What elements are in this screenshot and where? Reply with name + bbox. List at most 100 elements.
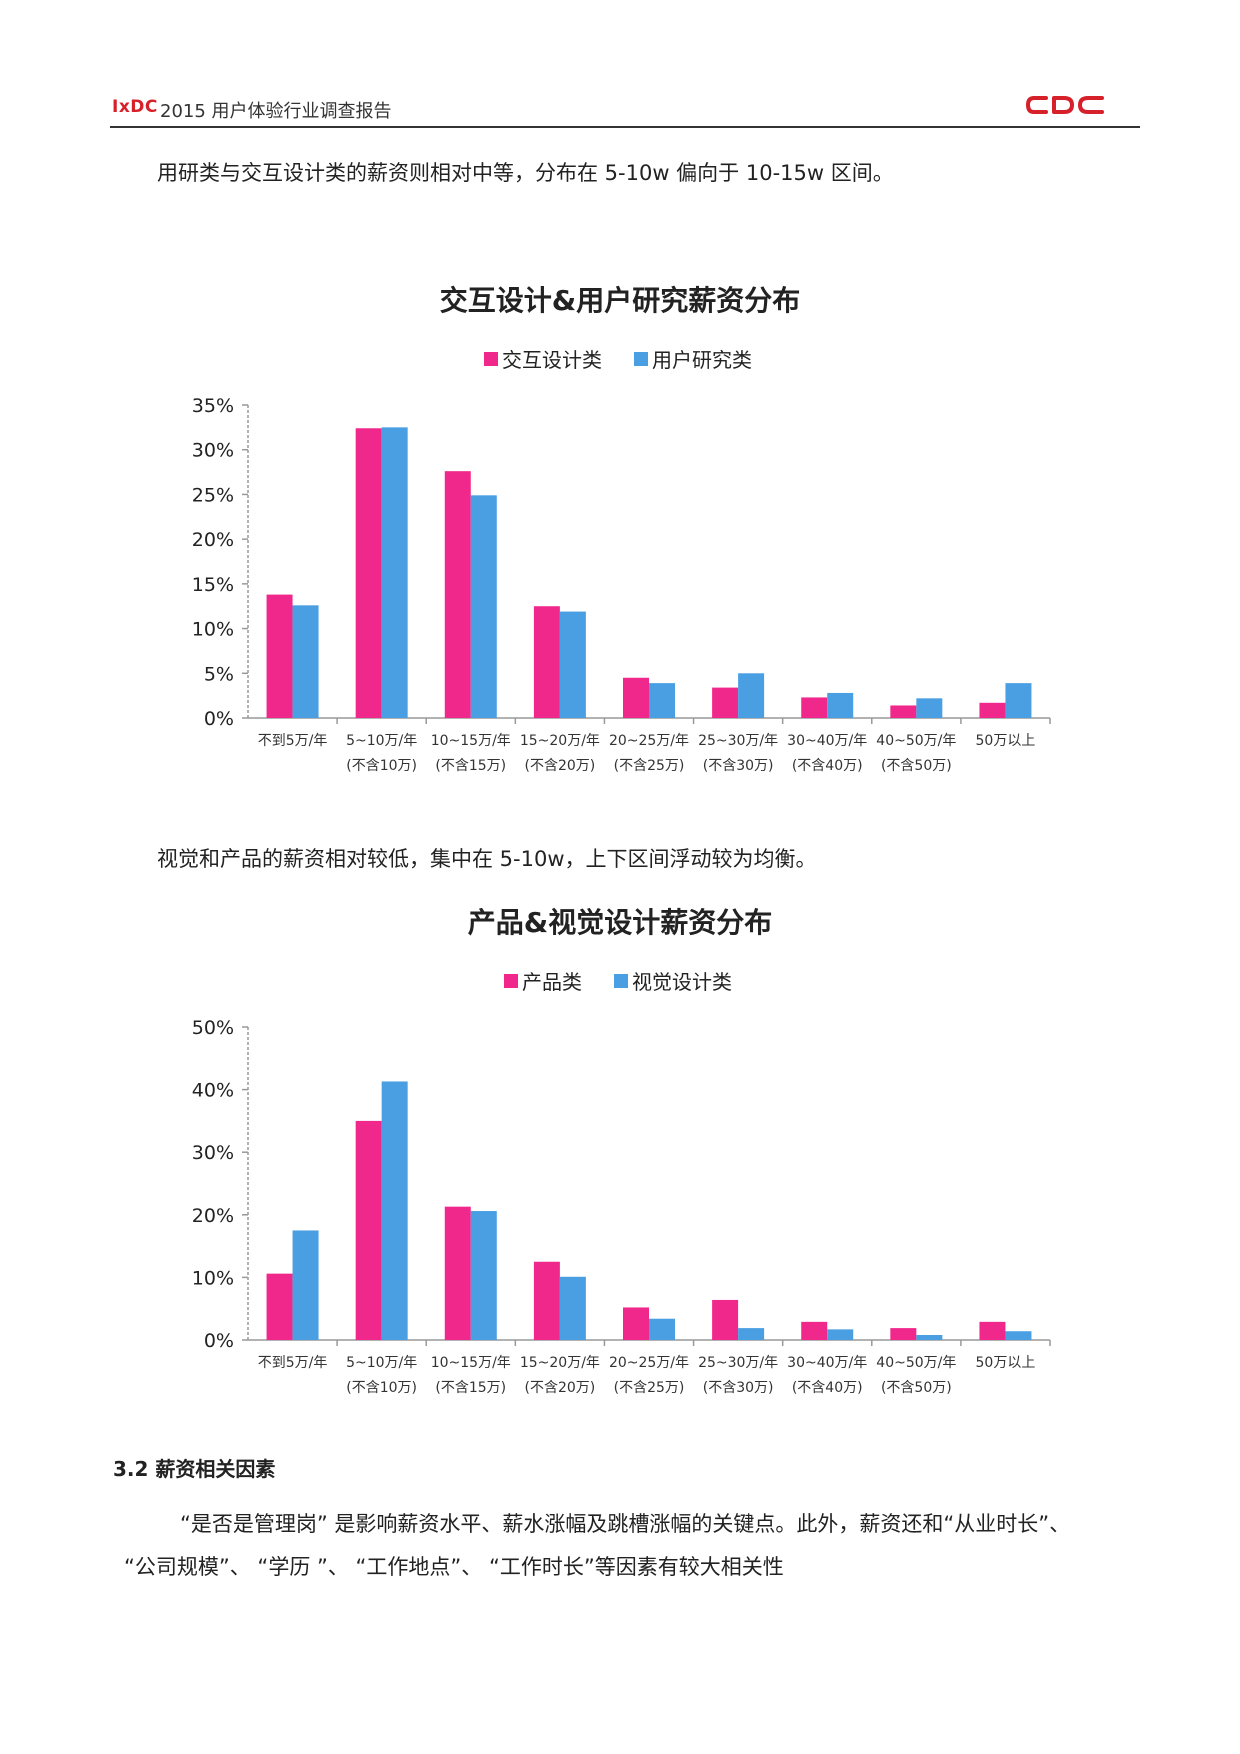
x-tick-sublabel: (不含30万)	[703, 758, 774, 774]
bar-pink	[533, 1261, 560, 1340]
legend-swatch-2	[634, 352, 648, 366]
y-tick-label: 0%	[204, 708, 234, 730]
bar-blue	[827, 692, 854, 718]
x-tick-label: 20~25万/年	[609, 733, 689, 749]
x-tick-label: 50万以上	[976, 1355, 1036, 1371]
bar-pink	[444, 471, 471, 718]
y-tick-label: 25%	[192, 484, 234, 506]
x-tick-label: 40~50万/年	[876, 1355, 956, 1371]
x-tick-label: 40~50万/年	[876, 733, 956, 749]
bar-blue	[470, 495, 497, 718]
bar-blue	[381, 427, 408, 718]
legend-label-2: 视觉设计类	[632, 970, 732, 994]
x-tick-label: 5~10万/年	[346, 1355, 417, 1371]
x-tick-label: 不到5万/年	[258, 733, 328, 749]
bar-blue	[827, 1329, 854, 1340]
bar-pink	[623, 677, 649, 718]
bar-blue	[292, 1230, 319, 1340]
y-tick-label: 40%	[192, 1080, 234, 1102]
bar-blue	[470, 1211, 497, 1340]
legend-swatch-1	[484, 352, 498, 366]
bar-blue	[916, 1334, 943, 1340]
page-header: IxDC 2015 用户体验行业调查报告	[110, 93, 1140, 127]
bar-blue	[649, 1318, 675, 1340]
legend-label-1: 产品类	[522, 970, 582, 994]
bar-pink	[623, 1307, 649, 1340]
y-tick-label: 20%	[192, 1205, 234, 1227]
legend-swatch-2	[614, 974, 628, 988]
y-tick-label: 10%	[192, 619, 234, 641]
x-tick-label: 不到5万/年	[258, 1355, 328, 1371]
chart-1-container: 交互设计&用户研究薪资分布交互设计类 用户研究类 0% 5% 10% 15% 20% 25% 3…	[0, 270, 1240, 790]
bar-pink	[355, 1120, 382, 1340]
bar-blue	[738, 673, 765, 718]
y-tick-label: 0%	[204, 1330, 234, 1352]
chart-title: 产品&视觉设计薪资分布	[468, 906, 772, 939]
bar-blue	[559, 611, 586, 718]
bar-pink	[712, 687, 739, 718]
y-tick-label: 5%	[204, 663, 234, 685]
bar-pink	[801, 697, 828, 718]
paragraph-1: 用研类与交互设计类的薪资则相对中等，分布在 5-10w 偏向于 10-15w 区…	[157, 161, 894, 185]
bar-pink	[979, 1321, 1006, 1340]
y-tick-label: 15%	[192, 574, 234, 596]
x-tick-sublabel: (不含40万)	[792, 1380, 863, 1396]
bar-pink	[979, 702, 1006, 718]
bar-pink	[890, 1328, 917, 1340]
header-divider	[110, 126, 1140, 128]
paragraph-2: 视觉和产品的薪资相对较低，集中在 5-10w，上下区间浮动较为均衡。	[157, 847, 817, 871]
x-tick-sublabel: (不含15万)	[435, 1380, 506, 1396]
x-tick-sublabel: (不含10万)	[346, 758, 417, 774]
report-title: 2015 用户体验行业调查报告	[160, 101, 392, 122]
legend-label-1: 交互设计类	[502, 348, 602, 372]
x-tick-sublabel: (不含10万)	[346, 1380, 417, 1396]
section-heading: 3.2 薪资相关因素	[113, 1457, 276, 1481]
x-tick-label: 50万以上	[976, 733, 1036, 749]
x-tick-label: 30~40万/年	[787, 733, 867, 749]
x-tick-label: 25~30万/年	[698, 733, 778, 749]
bar-blue	[1005, 1331, 1032, 1340]
x-tick-sublabel: (不含50万)	[881, 758, 952, 774]
cdc-logo	[1025, 93, 1106, 121]
chart-title: 交互设计&用户研究薪资分布	[440, 284, 800, 317]
x-tick-label: 15~20万/年	[520, 1355, 600, 1371]
x-tick-sublabel: (不含40万)	[792, 758, 863, 774]
bar-blue	[292, 605, 319, 718]
y-tick-label: 20%	[192, 529, 234, 551]
x-tick-sublabel: (不含20万)	[525, 758, 596, 774]
x-tick-sublabel: (不含15万)	[435, 758, 506, 774]
x-tick-label: 25~30万/年	[698, 1355, 778, 1371]
paragraph-3-line-2: “公司规模”、 “学历 ”、 “工作地点”、 “工作时长”等因素有较大相关性	[124, 1555, 784, 1579]
bar-pink	[890, 705, 917, 718]
x-tick-label: 30~40万/年	[787, 1355, 867, 1371]
bar-pink	[801, 1321, 828, 1340]
chart-legend: 交互设计类 用户研究类	[484, 348, 752, 372]
legend-label-2: 用户研究类	[652, 348, 752, 372]
y-tick-label: 50%	[192, 1017, 234, 1039]
x-tick-sublabel: (不含20万)	[525, 1380, 596, 1396]
x-tick-sublabel: (不含25万)	[614, 1380, 685, 1396]
bar-blue	[381, 1081, 408, 1340]
x-tick-label: 10~15万/年	[431, 1355, 511, 1371]
legend-swatch-1	[504, 974, 518, 988]
paragraph-3-line-1: “是否是管理岗” 是影响薪资水平、薪水涨幅及跳槽涨幅的关键点。此外，薪资还和“从…	[180, 1512, 1071, 1536]
bar-pink	[533, 606, 560, 718]
bar-pink	[355, 428, 382, 718]
x-tick-sublabel: (不含25万)	[614, 758, 685, 774]
y-tick-label: 35%	[192, 395, 234, 417]
bar-pink	[266, 1273, 293, 1340]
y-tick-label: 30%	[192, 1142, 234, 1164]
y-tick-label: 30%	[192, 440, 234, 462]
y-tick-label: 10%	[192, 1267, 234, 1289]
bar-pink	[266, 594, 293, 718]
x-tick-label: 10~15万/年	[431, 733, 511, 749]
ixdc-brand: IxDC	[112, 97, 158, 117]
x-tick-label: 15~20万/年	[520, 733, 600, 749]
bar-blue	[559, 1276, 586, 1340]
chart-2-container: 产品&视觉设计薪资分布产品类 视觉设计类 0% 10% 20% 30% 40% 50% 不到5万…	[0, 892, 1240, 1412]
bar-blue	[916, 698, 943, 718]
x-tick-label: 20~25万/年	[609, 1355, 689, 1371]
x-tick-sublabel: (不含30万)	[703, 1380, 774, 1396]
